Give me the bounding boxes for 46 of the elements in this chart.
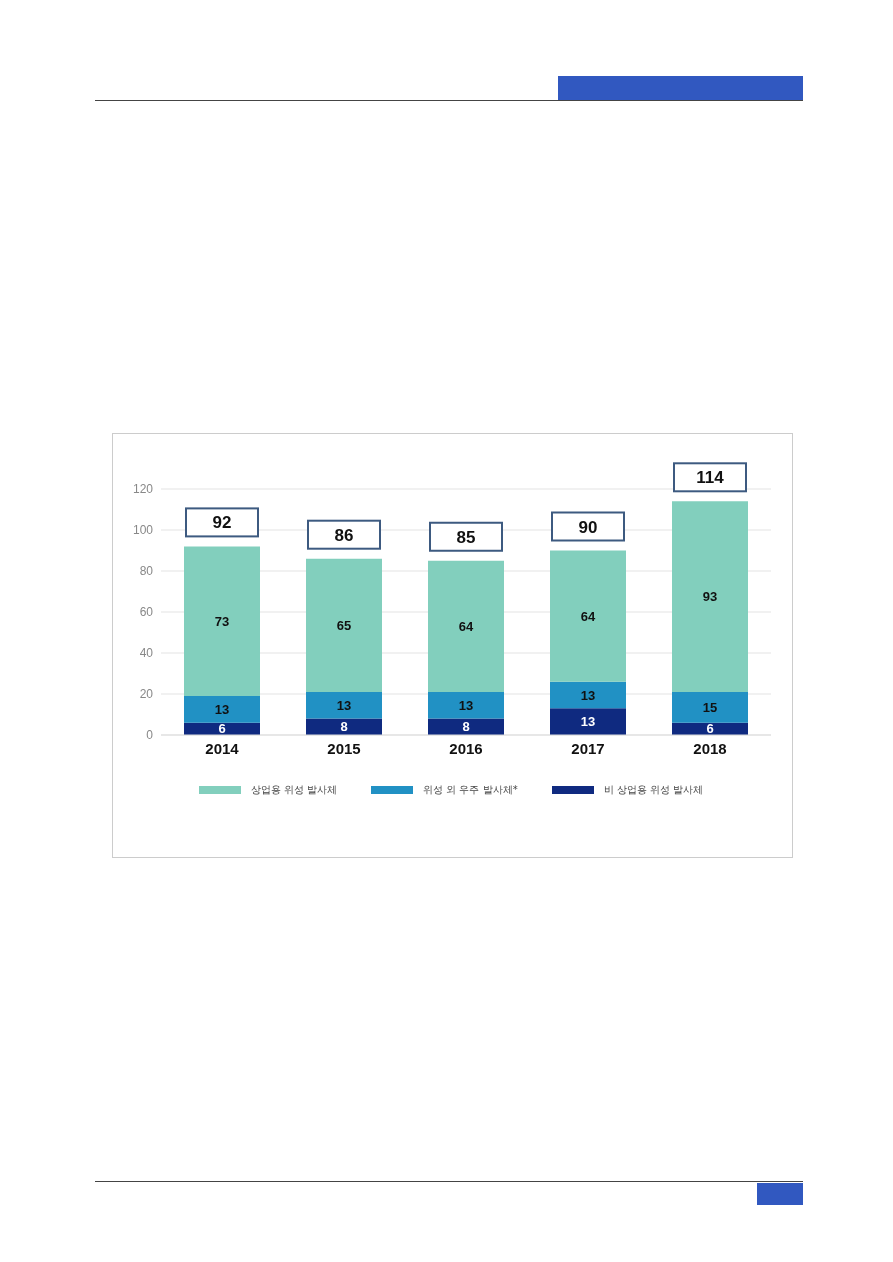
y-tick-label: 60 xyxy=(139,605,154,620)
data-label: 15 xyxy=(702,699,718,715)
data-label: 6 xyxy=(218,721,226,737)
total-label: 86 xyxy=(334,525,354,545)
data-label: 13 xyxy=(214,701,230,717)
x-tick-label: 2016 xyxy=(449,739,483,757)
y-tick-label: 20 xyxy=(139,687,154,702)
y-tick-label: 40 xyxy=(139,646,154,661)
bar xyxy=(550,681,626,709)
legend-label: 위성 외 우주 발사체* xyxy=(423,783,518,797)
data-label: 64 xyxy=(458,618,474,634)
total-label: 90 xyxy=(578,517,598,537)
data-label: 93 xyxy=(702,589,718,605)
bar xyxy=(306,691,382,719)
y-tick-label: 120 xyxy=(132,482,154,497)
data-label: 8 xyxy=(462,719,470,735)
y-tick-label: 0 xyxy=(146,728,154,743)
data-label: 13 xyxy=(336,697,352,713)
data-label: 65 xyxy=(336,617,352,633)
data-label: 13 xyxy=(580,687,596,703)
bar xyxy=(428,560,504,692)
x-tick-label: 2014 xyxy=(205,739,240,757)
data-label: 13 xyxy=(458,697,474,713)
data-label: 6 xyxy=(706,721,714,737)
data-label: 73 xyxy=(214,613,230,629)
y-tick-label: 80 xyxy=(139,564,154,579)
bar xyxy=(184,546,260,697)
y-tick-label: 100 xyxy=(132,523,154,538)
bar xyxy=(672,691,748,723)
bar xyxy=(306,558,382,692)
x-tick-label: 2018 xyxy=(693,739,727,757)
bar xyxy=(184,696,260,723)
x-tick-label: 2017 xyxy=(571,739,605,757)
bar xyxy=(550,708,626,735)
bar xyxy=(550,550,626,682)
data-label: 13 xyxy=(580,714,596,730)
total-label: 92 xyxy=(212,513,232,533)
total-label: 114 xyxy=(696,468,725,488)
legend-label: 비 상업용 위성 발사체 xyxy=(603,783,704,797)
bar xyxy=(672,501,748,692)
data-label: 8 xyxy=(340,719,348,735)
total-label: 85 xyxy=(456,527,476,547)
x-tick-label: 2015 xyxy=(327,739,361,757)
bar xyxy=(428,691,504,719)
data-label: 64 xyxy=(580,608,596,624)
legend-label: 상업용 위성 발사체 xyxy=(250,783,338,797)
